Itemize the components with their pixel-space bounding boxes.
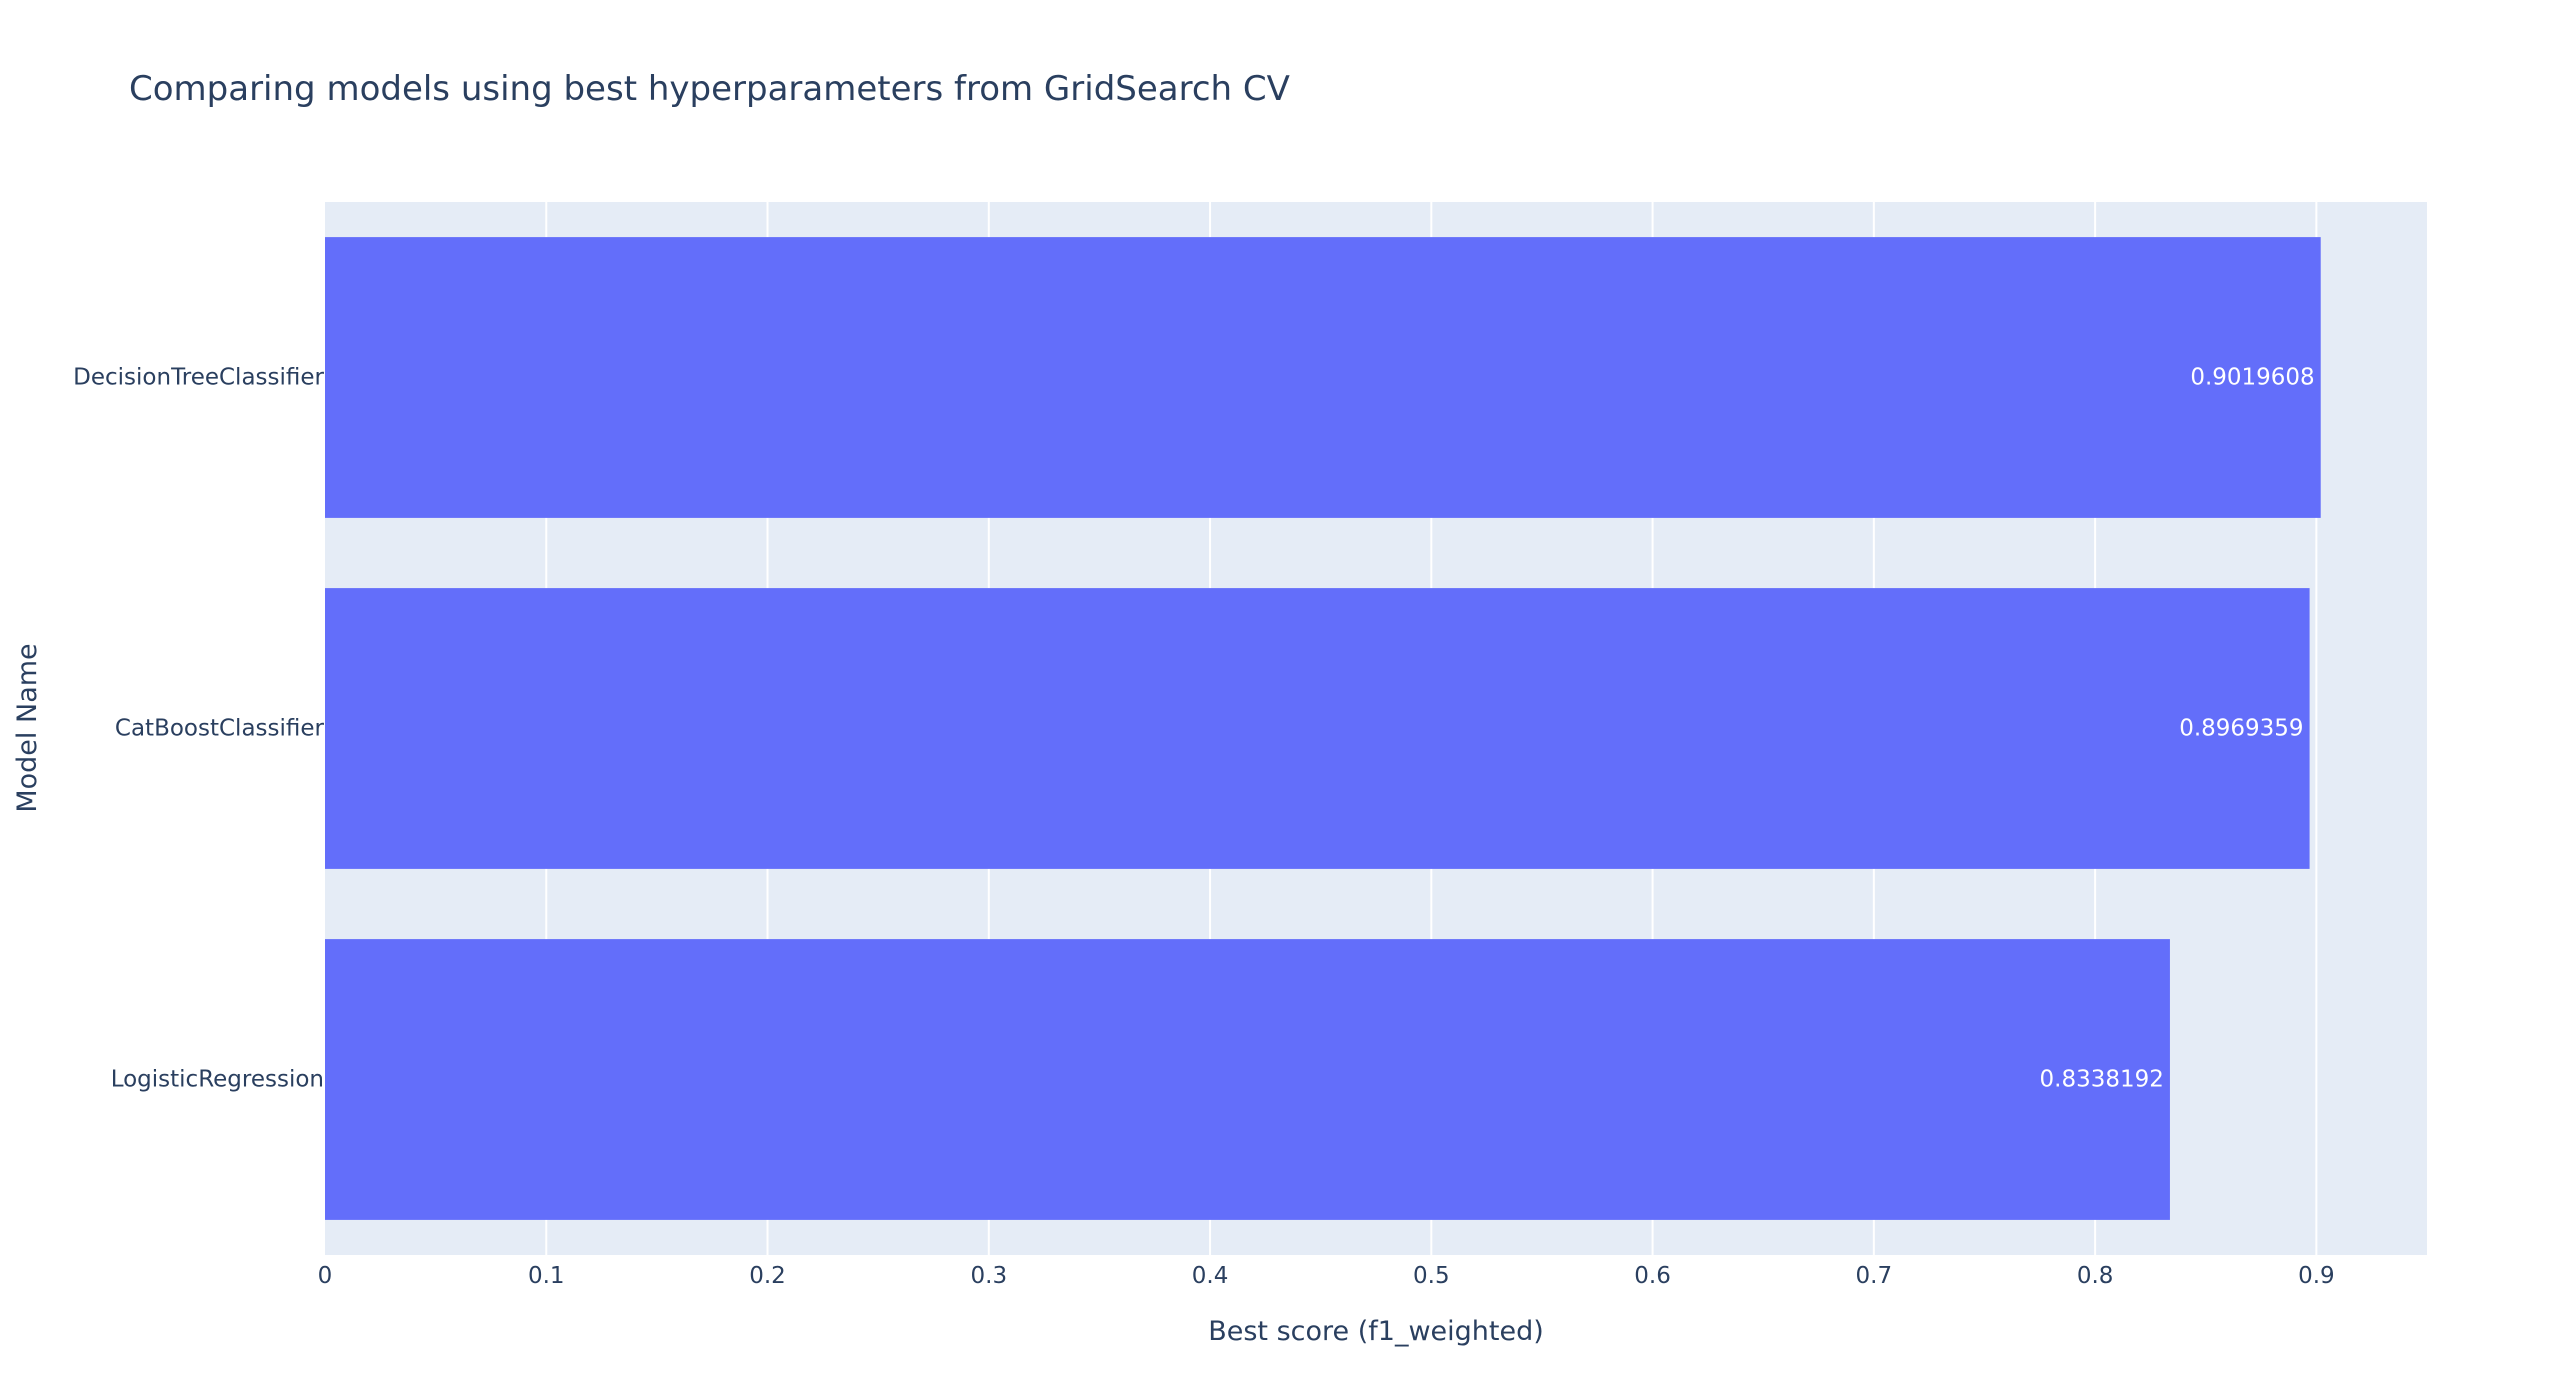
x-tick-label: 0.3: [971, 1263, 1008, 1289]
x-tick-label: 0.2: [749, 1263, 786, 1289]
x-tick-label: 0.4: [1192, 1263, 1229, 1289]
x-axis-title: Best score (f1_weighted): [1208, 1316, 1544, 1347]
bar-value-labels: 0.8338192 0.8969359 0.9019608: [2040, 365, 2315, 1093]
y-tick-labels: LogisticRegression CatBoostClassifier Deci…: [73, 365, 324, 1093]
bar-value-label: 0.8969359: [2179, 716, 2303, 742]
x-tick-label: 0.5: [1413, 1263, 1450, 1289]
x-tick-label: 0: [318, 1263, 333, 1289]
bar-LogisticRegression: [325, 939, 2170, 1220]
x-tick-label: 0.6: [1634, 1263, 1671, 1289]
y-tick-label: DecisionTreeClassifier: [73, 365, 324, 391]
bar-DecisionTreeClassifier: [325, 237, 2321, 518]
x-tick-labels: 0 0.1 0.2 0.3 0.4 0.5 0.6 0.7 0.8 0.9: [318, 1263, 2335, 1289]
y-axis-title: Model Name: [12, 643, 43, 812]
bars: [325, 237, 2321, 1220]
bar-CatBoostClassifier: [325, 588, 2310, 869]
y-tick-label: CatBoostClassifier: [115, 716, 325, 742]
y-tick-label: LogisticRegression: [111, 1067, 324, 1093]
bar-value-label: 0.8338192: [2040, 1067, 2164, 1093]
bar-value-label: 0.9019608: [2190, 365, 2314, 391]
x-tick-label: 0.7: [1856, 1263, 1893, 1289]
x-tick-label: 0.8: [2077, 1263, 2114, 1289]
x-tick-label: 0.9: [2298, 1263, 2335, 1289]
chart-title: Comparing models using best hyperparamet…: [129, 69, 1290, 109]
x-tick-label: 0.1: [528, 1263, 565, 1289]
